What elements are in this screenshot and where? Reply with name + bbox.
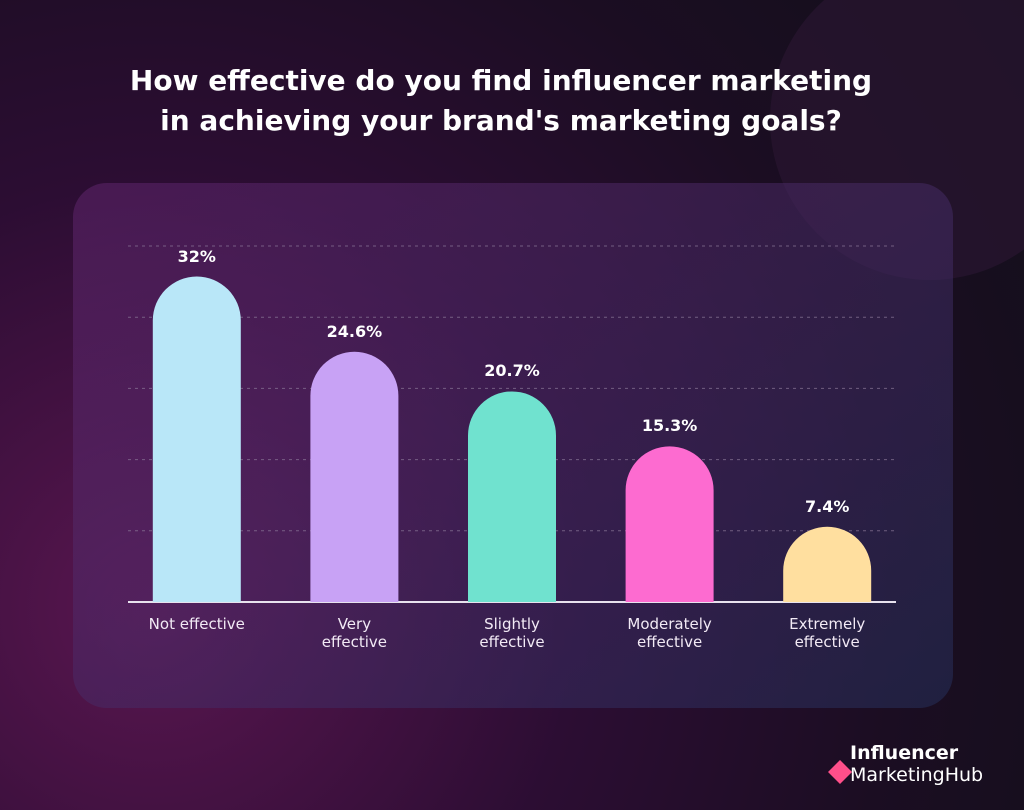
bar [310, 351, 399, 602]
chart-title: in achieving your brand's marketing goal… [160, 104, 842, 137]
brand-line1: Influencer [850, 742, 959, 764]
bar [152, 276, 241, 602]
brand-line2: MarketingHub [850, 764, 984, 786]
bar [468, 391, 556, 602]
bar [783, 526, 872, 602]
logo-icon [828, 760, 852, 784]
x-tick-label: Not effective [148, 615, 245, 633]
value-label: 24.6% [326, 321, 383, 341]
x-tick-label: Extremely effective [789, 615, 866, 651]
value-label: 15.3% [641, 416, 698, 436]
value-label: 7.4% [805, 496, 850, 516]
value-label: 20.7% [484, 361, 540, 381]
chart-title: How effective do you find influencer mar… [129, 64, 873, 97]
x-tick-label: Very effective [321, 615, 387, 651]
x-tick-label: Moderately effective [627, 615, 712, 651]
value-label: 32% [177, 246, 216, 266]
bar [625, 446, 714, 602]
x-tick-label: Slightly effective [479, 615, 545, 651]
